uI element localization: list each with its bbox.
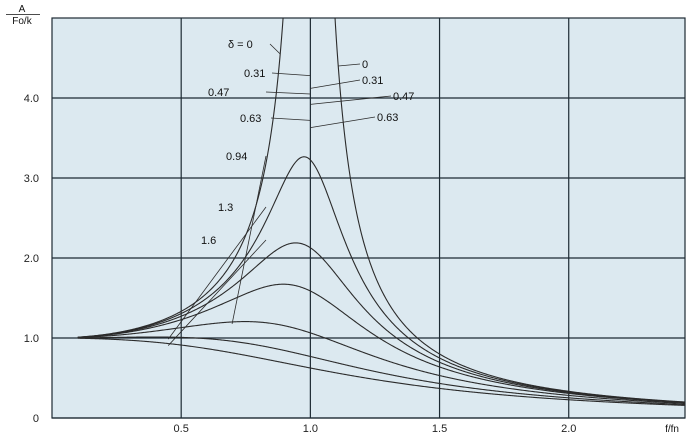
curve-label-right: 0: [362, 59, 368, 71]
curve-label-left: 0.47: [208, 87, 229, 99]
curve-label-right: 0.63: [377, 112, 398, 124]
leader-line: [338, 63, 361, 67]
curve-label-left: 1.3: [218, 202, 233, 214]
curve-label-left: 1.6: [201, 235, 216, 247]
y-tick-label: 4.0: [24, 93, 39, 105]
y-tick-label: 2.0: [24, 253, 39, 265]
y-tick-label: 0: [33, 413, 39, 425]
curve-label-right: 0.31: [362, 75, 383, 87]
x-axis-title: f/fn: [665, 424, 679, 435]
tick-labels: 0.5 1.0 1.5 2.0 0 1.0 2.0 3.0 4.0: [24, 93, 577, 435]
curve-label-left: 0.63: [240, 113, 261, 125]
leader-line: [310, 79, 361, 89]
leader-line: [310, 95, 392, 105]
curve-damping-0.94: [77, 321, 685, 405]
curve-label-left: 0.31: [244, 68, 265, 80]
curve-annotations: δ = 0 0.31 0.47 0.63 0.94 1.3 1.6 0 0.31 0.47 0.63: [167, 39, 414, 346]
leader-line: [269, 43, 281, 55]
y-title-numerator: A: [19, 4, 26, 15]
curve-label-left: δ = 0: [228, 39, 253, 51]
x-tick-label: 2.0: [561, 423, 576, 435]
leader-line: [167, 239, 267, 346]
leader-line: [265, 91, 311, 95]
leader-line: [167, 206, 267, 340]
x-tick-label: 1.0: [303, 423, 318, 435]
curve-damping-0.31: [77, 156, 685, 403]
x-tick-label: 0.5: [174, 423, 189, 435]
leader-line: [231, 155, 267, 325]
curve-damping-0.63: [77, 283, 685, 404]
y-axis-title: AFo/k: [6, 4, 40, 27]
plot-background: [51, 17, 686, 419]
curve-damping-1.6: [77, 337, 685, 406]
leader-line: [270, 117, 311, 121]
y-title-denominator: Fo/k: [12, 16, 32, 27]
curve-label-right: 0.47: [393, 91, 414, 103]
leader-line: [310, 116, 376, 128]
curve-label-left: 0.94: [226, 151, 247, 163]
x-tick-label: 1.5: [432, 423, 447, 435]
leader-line: [271, 72, 311, 76]
y-tick-label: 3.0: [24, 173, 39, 185]
y-tick-label: 1.0: [24, 333, 39, 345]
curve-damping-1.3: [77, 336, 685, 406]
curves: [77, 18, 685, 406]
x-axis-title: f/fn: [665, 424, 679, 435]
curve-damping-0.47: [77, 242, 685, 403]
